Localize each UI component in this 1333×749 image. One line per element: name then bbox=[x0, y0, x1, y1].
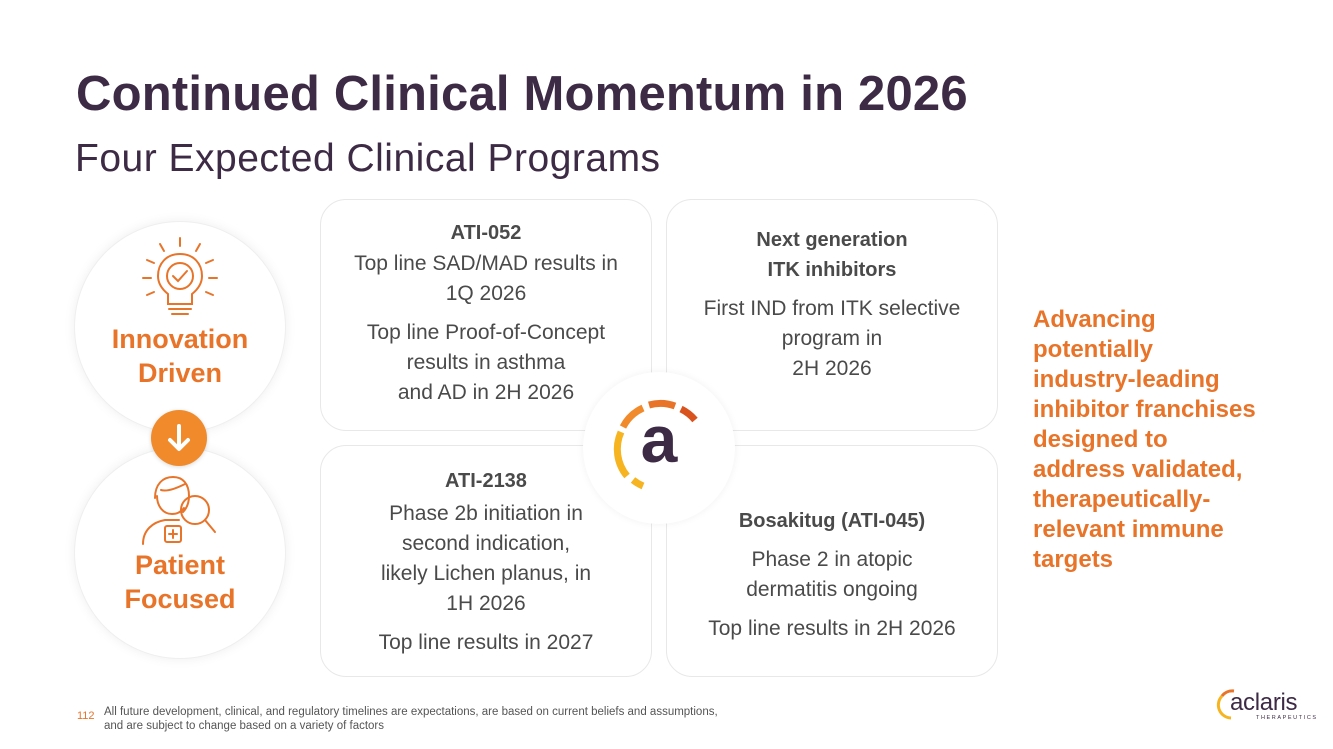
card-itk-title-line: ITK inhibitors bbox=[767, 259, 897, 281]
card-bosakitug-text: Top line results in 2H 2026 bbox=[708, 617, 956, 640]
sidebar-line: designed to bbox=[1033, 426, 1168, 453]
arrow-down-icon bbox=[168, 424, 190, 451]
brand-name: aclaris bbox=[1230, 689, 1298, 716]
card-ati-052-text: Top line SAD/MAD results in bbox=[354, 252, 618, 275]
sidebar-line: targets bbox=[1033, 546, 1114, 573]
sidebar-line: relevant immune bbox=[1033, 516, 1224, 543]
sidebar-line: address validated, bbox=[1033, 456, 1243, 483]
card-ati-052: ATI-052 Top line SAD/MAD results in 1Q 2… bbox=[320, 199, 652, 431]
sidebar-line: inhibitor franchises bbox=[1033, 396, 1256, 423]
page-subtitle: Four Expected Clinical Programs bbox=[75, 137, 661, 180]
card-ati-2138-text: second indication, bbox=[401, 532, 571, 555]
patient-magnifier-icon bbox=[142, 476, 216, 545]
innovation-label-line1: Innovation bbox=[111, 324, 249, 354]
card-bosakitug-text: dermatitis ongoing bbox=[746, 578, 918, 601]
brand-logo: aclaris THERAPEUTICS bbox=[1216, 686, 1316, 726]
card-bosakitug-title: Bosakitug (ATI-045) bbox=[738, 510, 926, 532]
card-ati-2138-text: 1H 2026 bbox=[446, 592, 526, 615]
card-itk-text: 2H 2026 bbox=[792, 357, 872, 380]
card-ati-2138-text: likely Lichen planus, in bbox=[380, 562, 592, 585]
sidebar-line: therapeutically- bbox=[1033, 486, 1211, 513]
center-logo-letter: a bbox=[640, 402, 678, 476]
card-ati-2138-text: Phase 2b initiation in bbox=[389, 502, 583, 525]
patient-label-line2: Focused bbox=[124, 584, 236, 614]
patient-label-line1: Patient bbox=[134, 550, 226, 580]
card-itk-title-line: Next generation bbox=[756, 229, 908, 251]
brand-subtitle: THERAPEUTICS bbox=[1256, 715, 1318, 721]
lightbulb-check-icon bbox=[142, 237, 218, 315]
card-ati-052-title: ATI-052 bbox=[450, 222, 522, 244]
card-bosakitug-text: Phase 2 in atopic bbox=[751, 548, 913, 571]
card-itk-text: program in bbox=[781, 327, 883, 350]
sidebar-line: potentially bbox=[1033, 336, 1154, 363]
footnote: All future development, clinical, and re… bbox=[104, 705, 718, 733]
card-itk-inhibitors: Next generation ITK inhibitors First IND… bbox=[666, 199, 998, 431]
card-ati-2138-title: ATI-2138 bbox=[445, 470, 527, 492]
patient-circle: Patient Focused bbox=[75, 448, 285, 658]
card-ati-2138-text: Top line results in 2027 bbox=[378, 631, 594, 654]
sidebar-line: industry-leading bbox=[1033, 366, 1220, 393]
card-ati-052-text: and AD in 2H 2026 bbox=[397, 381, 575, 404]
brand-arc-icon bbox=[1216, 689, 1235, 720]
footnote-line1: All future development, clinical, and re… bbox=[104, 706, 718, 718]
card-ati-052-text: results in asthma bbox=[406, 351, 566, 374]
card-ati-052-text: 1Q 2026 bbox=[445, 282, 527, 305]
card-itk-text: First IND from ITK selective bbox=[703, 297, 961, 320]
sidebar-line: Advancing bbox=[1033, 306, 1156, 333]
innovation-label-line2: Driven bbox=[137, 358, 223, 388]
sidebar-statement: Advancing potentially industry-leading i… bbox=[1033, 305, 1283, 575]
logo-ring-icon bbox=[613, 399, 698, 490]
arrow-down-badge bbox=[151, 410, 207, 466]
page-title: Continued Clinical Momentum in 2026 bbox=[76, 67, 968, 121]
center-logo-badge: a bbox=[583, 372, 735, 524]
card-ati-052-text: Top line Proof-of-Concept bbox=[366, 321, 606, 344]
footnote-line2: and are subject to change based on a var… bbox=[104, 720, 385, 732]
innovation-circle: Innovation Driven bbox=[75, 222, 285, 432]
page-number: 112 bbox=[77, 710, 95, 722]
